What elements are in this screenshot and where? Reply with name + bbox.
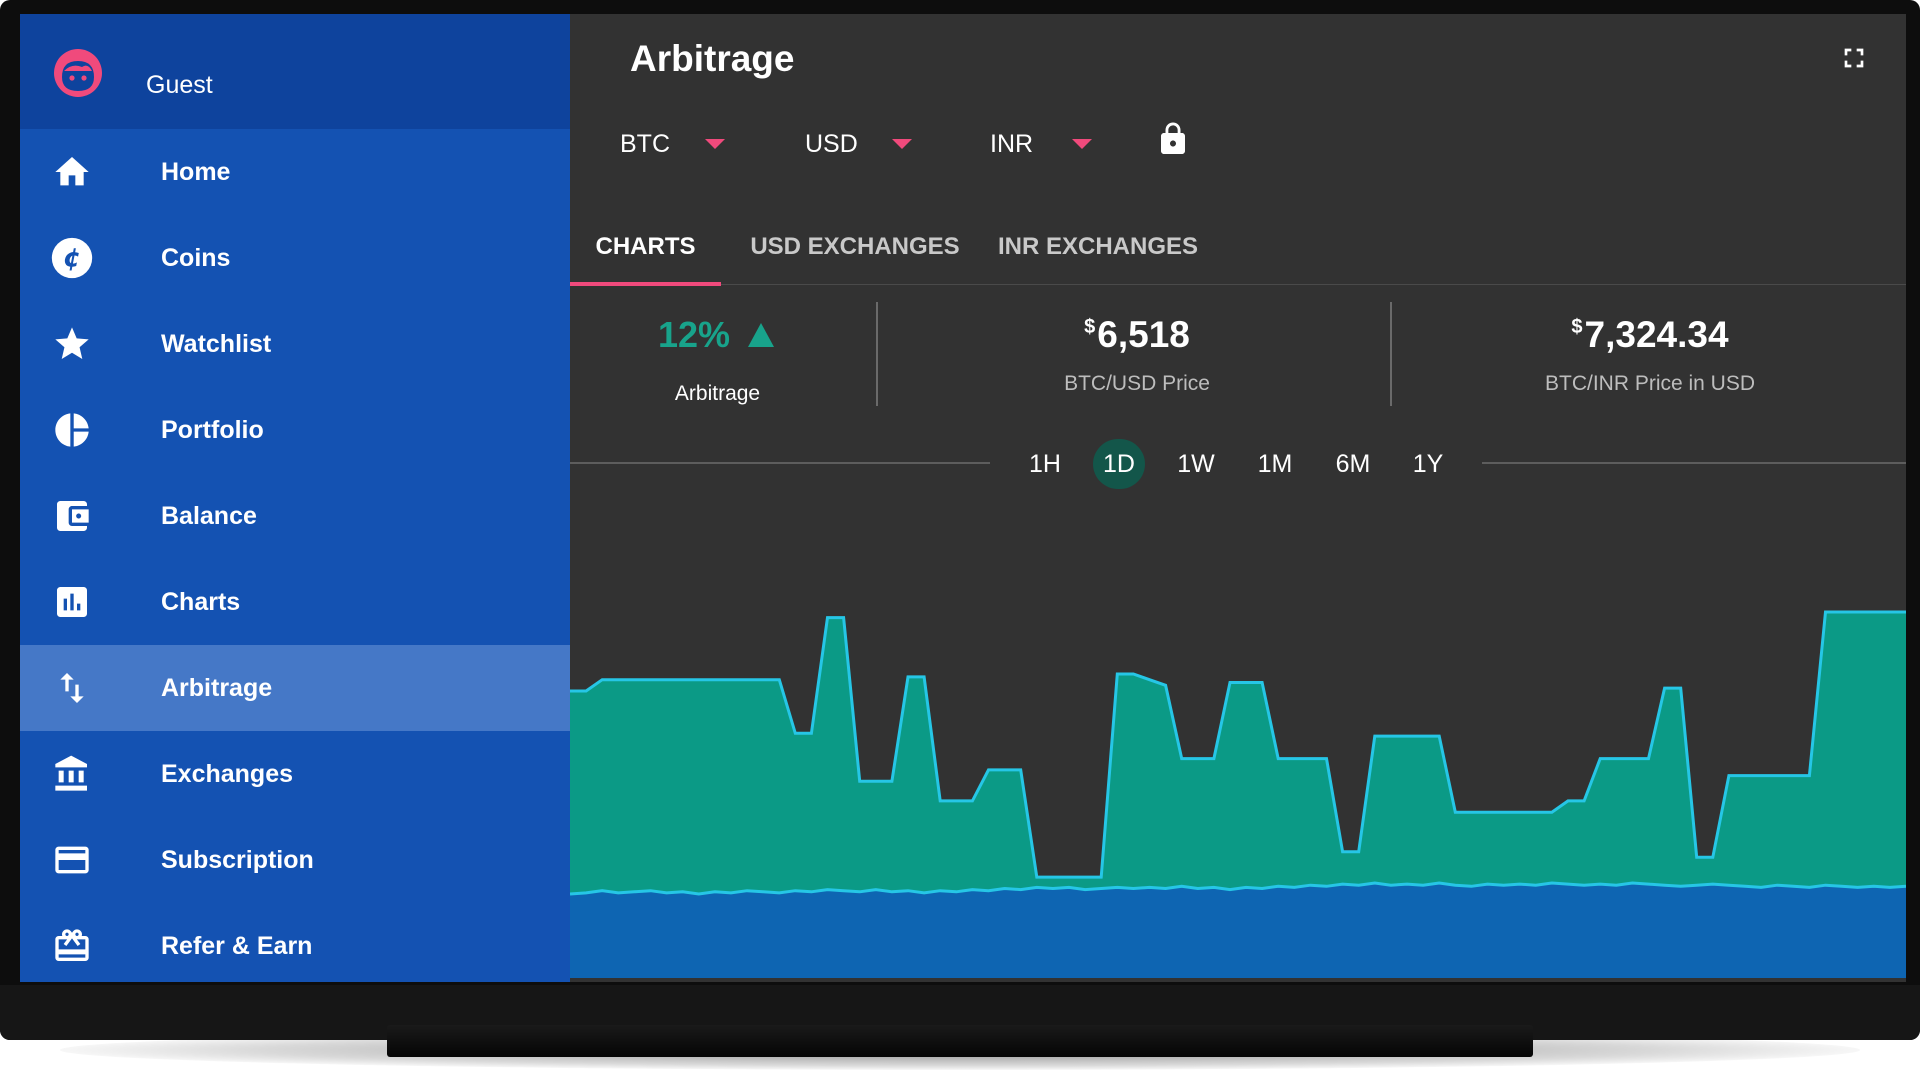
sidebar-item-label: Exchanges — [161, 759, 294, 788]
currency-symbol: $ — [1571, 316, 1583, 338]
svg-text:¢: ¢ — [63, 243, 81, 273]
chevron-down-icon — [705, 139, 725, 149]
divider-line — [570, 462, 990, 464]
divider-line — [1482, 462, 1906, 464]
sidebar-item-label: Watchlist — [161, 329, 272, 358]
sidebar-item-subscription[interactable]: Subscription — [20, 817, 570, 903]
sidebar-item-label: Portfolio — [161, 415, 264, 444]
arbitrage-percent: 12% — [658, 314, 775, 356]
sidebar-item-label: Arbitrage — [161, 673, 273, 702]
lock-icon[interactable] — [1155, 117, 1191, 161]
btc-inr-price-value: 7,324.34 — [1584, 314, 1729, 355]
tab-usd-exchanges[interactable]: USD EXCHANGES — [750, 233, 960, 260]
main-panel: Arbitrage BTC USD INR CHARTS USD EXCHANG… — [570, 14, 1906, 982]
currency-two-selector-label: INR — [990, 129, 1034, 158]
currency-one-selector-label: USD — [805, 129, 858, 158]
sidebar-item-label: Refer & Earn — [161, 931, 313, 960]
tab-inr-exchanges[interactable]: INR EXCHANGES — [997, 233, 1199, 260]
btc-inr-price: $7,324.34 — [1394, 314, 1906, 356]
star-icon — [50, 322, 94, 366]
btc-usd-price-label: BTC/USD Price — [1064, 372, 1210, 395]
lower-series-line — [570, 881, 1906, 896]
lower-series-area — [570, 883, 1906, 978]
pie-chart-icon — [50, 408, 94, 452]
coin-icon: ¢ — [50, 236, 94, 280]
sidebar-item-label: Balance — [161, 501, 257, 530]
sidebar-item-watchlist[interactable]: Watchlist — [20, 301, 570, 387]
page-title: Arbitrage — [630, 38, 795, 79]
credit-card-icon — [50, 838, 94, 882]
bank-icon — [50, 752, 94, 796]
sidebar-item-balance[interactable]: Balance — [20, 473, 570, 559]
sidebar-item-label: Coins — [161, 243, 231, 272]
gift-icon — [50, 924, 94, 968]
sidebar-header: Guest — [20, 14, 570, 129]
sidebar-item-charts[interactable]: Charts — [20, 559, 570, 645]
stat-divider — [876, 302, 878, 406]
tv-stand — [387, 1025, 1533, 1057]
coin-selector[interactable]: BTC — [620, 124, 740, 164]
btc-usd-price-value: 6,518 — [1097, 314, 1190, 355]
range-1m-button[interactable]: 1M — [1257, 449, 1293, 478]
sidebar: Guest Home ¢ Coins Watchlist — [20, 14, 570, 982]
stat-divider — [1390, 302, 1392, 406]
chevron-down-icon — [1072, 139, 1092, 149]
sidebar-item-refer-earn[interactable]: Refer & Earn — [20, 903, 570, 982]
arbitrage-percent-value: 12% — [658, 314, 731, 355]
sidebar-item-label: Charts — [161, 587, 241, 616]
range-1w-button[interactable]: 1W — [1177, 449, 1215, 478]
sidebar-item-arbitrage[interactable]: Arbitrage — [20, 645, 570, 731]
range-1d-button[interactable]: 1D — [1093, 439, 1145, 489]
up-arrow-icon — [748, 323, 775, 347]
sidebar-item-exchanges[interactable]: Exchanges — [20, 731, 570, 817]
btc-usd-price: $6,518 — [880, 314, 1394, 356]
currency-two-selector[interactable]: INR — [990, 124, 1110, 164]
wallet-icon — [50, 494, 94, 538]
sidebar-nav: Home ¢ Coins Watchlist Portfolio — [20, 129, 570, 982]
sidebar-item-coins[interactable]: ¢ Coins — [20, 215, 570, 301]
user-name: Guest — [146, 71, 213, 99]
arbitrage-chart — [570, 610, 1906, 978]
sidebar-item-label: Home — [161, 157, 231, 186]
range-6m-button[interactable]: 6M — [1335, 449, 1371, 478]
btc-inr-price-label: BTC/INR Price in USD — [1544, 372, 1756, 395]
currency-one-selector[interactable]: USD — [805, 124, 925, 164]
home-icon — [50, 150, 94, 194]
swap-arrows-icon — [50, 666, 94, 710]
tab-charts[interactable]: CHARTS — [570, 209, 721, 286]
range-1h-button[interactable]: 1H — [1029, 449, 1061, 478]
stats-panel: 12% Arbitrage $6,518 BTC/USD Price $7,32… — [570, 286, 1906, 406]
coin-selector-label: BTC — [620, 129, 670, 158]
fullscreen-icon[interactable] — [1838, 42, 1870, 74]
currency-symbol: $ — [1084, 316, 1096, 338]
sidebar-item-label: Subscription — [161, 845, 314, 874]
sidebar-item-home[interactable]: Home — [20, 129, 570, 215]
arbitrage-label: Arbitrage — [674, 382, 761, 405]
bar-chart-icon — [50, 580, 94, 624]
upper-series-line — [570, 610, 1906, 879]
chevron-down-icon — [892, 139, 912, 149]
time-range-selector: 1H 1D 1W 1M 6M 1Y — [570, 439, 1906, 489]
tab-bar: CHARTS USD EXCHANGES INR EXCHANGES — [570, 209, 1906, 286]
app-screen: Guest Home ¢ Coins Watchlist — [20, 14, 1906, 982]
sidebar-item-portfolio[interactable]: Portfolio — [20, 387, 570, 473]
avatar-icon[interactable] — [52, 47, 104, 99]
range-1y-button[interactable]: 1Y — [1412, 449, 1444, 478]
